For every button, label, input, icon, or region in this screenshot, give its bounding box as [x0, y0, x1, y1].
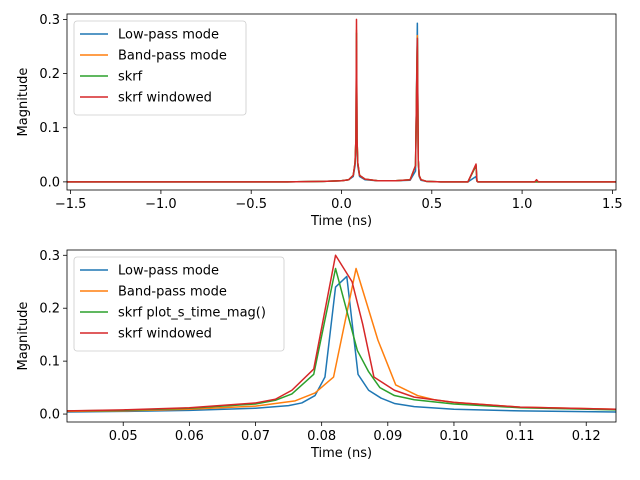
y-tick-label: 0.1	[39, 355, 60, 370]
legend-box	[73, 20, 247, 116]
legend-entry: Band-pass mode	[118, 49, 227, 64]
legend-box	[73, 256, 285, 352]
axes-frame	[66, 249, 617, 423]
legend-entry: Low-pass mode	[118, 28, 219, 43]
y-tick-label: 0.0	[39, 408, 60, 423]
x-tick-label: −1.0	[145, 197, 177, 212]
x-tick-label: −1.5	[55, 197, 87, 212]
x-axis-label: Time (ns)	[310, 446, 372, 461]
legend-entry: skrf windowed	[118, 91, 212, 106]
y-tick-label: 0.2	[39, 302, 60, 317]
y-tick-label: 0.2	[39, 67, 60, 82]
x-tick-label: 0.11	[506, 429, 535, 444]
x-tick-label: 1.0	[512, 197, 533, 212]
x-tick-label: 0.5	[421, 197, 442, 212]
legend: Low-pass mode Band-pass mode skrf plot_s_t…	[73, 256, 285, 352]
y-axis-label: Magnitude	[16, 302, 31, 371]
x-tick-label: 0.08	[307, 429, 336, 444]
x-tick-label: 0.07	[241, 429, 270, 444]
x-axis-label: Time (ns)	[310, 214, 372, 229]
series-line-1	[67, 275, 616, 413]
x-tick-label: 0.12	[572, 429, 601, 444]
legend-entry: skrf plot_s_time_mag()	[118, 306, 266, 321]
legend-entry: skrf windowed	[118, 327, 212, 342]
y-tick-label: 0.3	[39, 13, 60, 28]
series-line-3	[67, 267, 616, 412]
series-lines	[67, 254, 616, 413]
legend-entry: skrf	[118, 70, 143, 85]
top-plot: −1.5 −1.0 −0.5 0.0 0.5 1.0 1.5 0.0 0.1 0.2 0.3 Time…	[16, 13, 623, 229]
x-tick-label: 1.5	[602, 197, 623, 212]
y-tick-label: 0.1	[39, 121, 60, 136]
x-tick-label: −0.5	[235, 197, 267, 212]
series-lines	[67, 18, 616, 183]
y-axis-label: Magnitude	[16, 68, 31, 137]
bottom-plot: 0.05 0.06 0.07 0.08 0.09 0.10 0.11 0.12 0.0 0.1 0.…	[16, 249, 617, 461]
legend-entry: Band-pass mode	[118, 285, 227, 300]
legend-entry: Low-pass mode	[118, 264, 219, 279]
series-line-4	[67, 254, 616, 412]
y-tick-label: 0.0	[39, 175, 60, 190]
x-tick-label: 0.0	[331, 197, 352, 212]
x-tick-label: 0.09	[373, 429, 402, 444]
legend: Low-pass mode Band-pass mode skrf skrf wind…	[73, 20, 247, 116]
series-line-4	[67, 18, 616, 183]
y-tick-label: 0.3	[39, 249, 60, 264]
x-tick-label: 0.05	[109, 429, 138, 444]
x-tick-label: 0.06	[175, 429, 204, 444]
x-tick-label: 0.10	[439, 429, 468, 444]
